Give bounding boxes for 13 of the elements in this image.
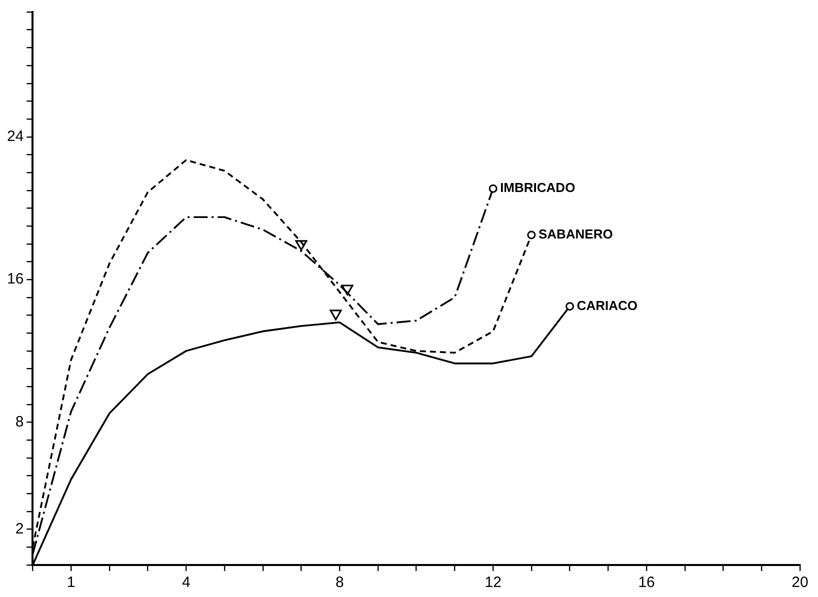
x-tick-label: 4 xyxy=(182,574,190,592)
x-tick-label: 20 xyxy=(792,574,808,592)
y-tick-label: 16 xyxy=(6,270,24,288)
x-tick-label: 1 xyxy=(66,574,76,592)
x-tick-label: 16 xyxy=(638,574,655,592)
y-tick-label: 24 xyxy=(6,128,24,146)
y-tick-label: 8 xyxy=(15,413,24,430)
x-tick-label: 8 xyxy=(335,574,344,592)
y-tick-label: 2 xyxy=(15,520,24,538)
series-label: SABANERO xyxy=(538,226,613,242)
x-tick-label: 12 xyxy=(484,574,502,592)
series-label: IMBRICADO xyxy=(500,180,576,196)
series-label: CARIACO xyxy=(576,298,638,313)
